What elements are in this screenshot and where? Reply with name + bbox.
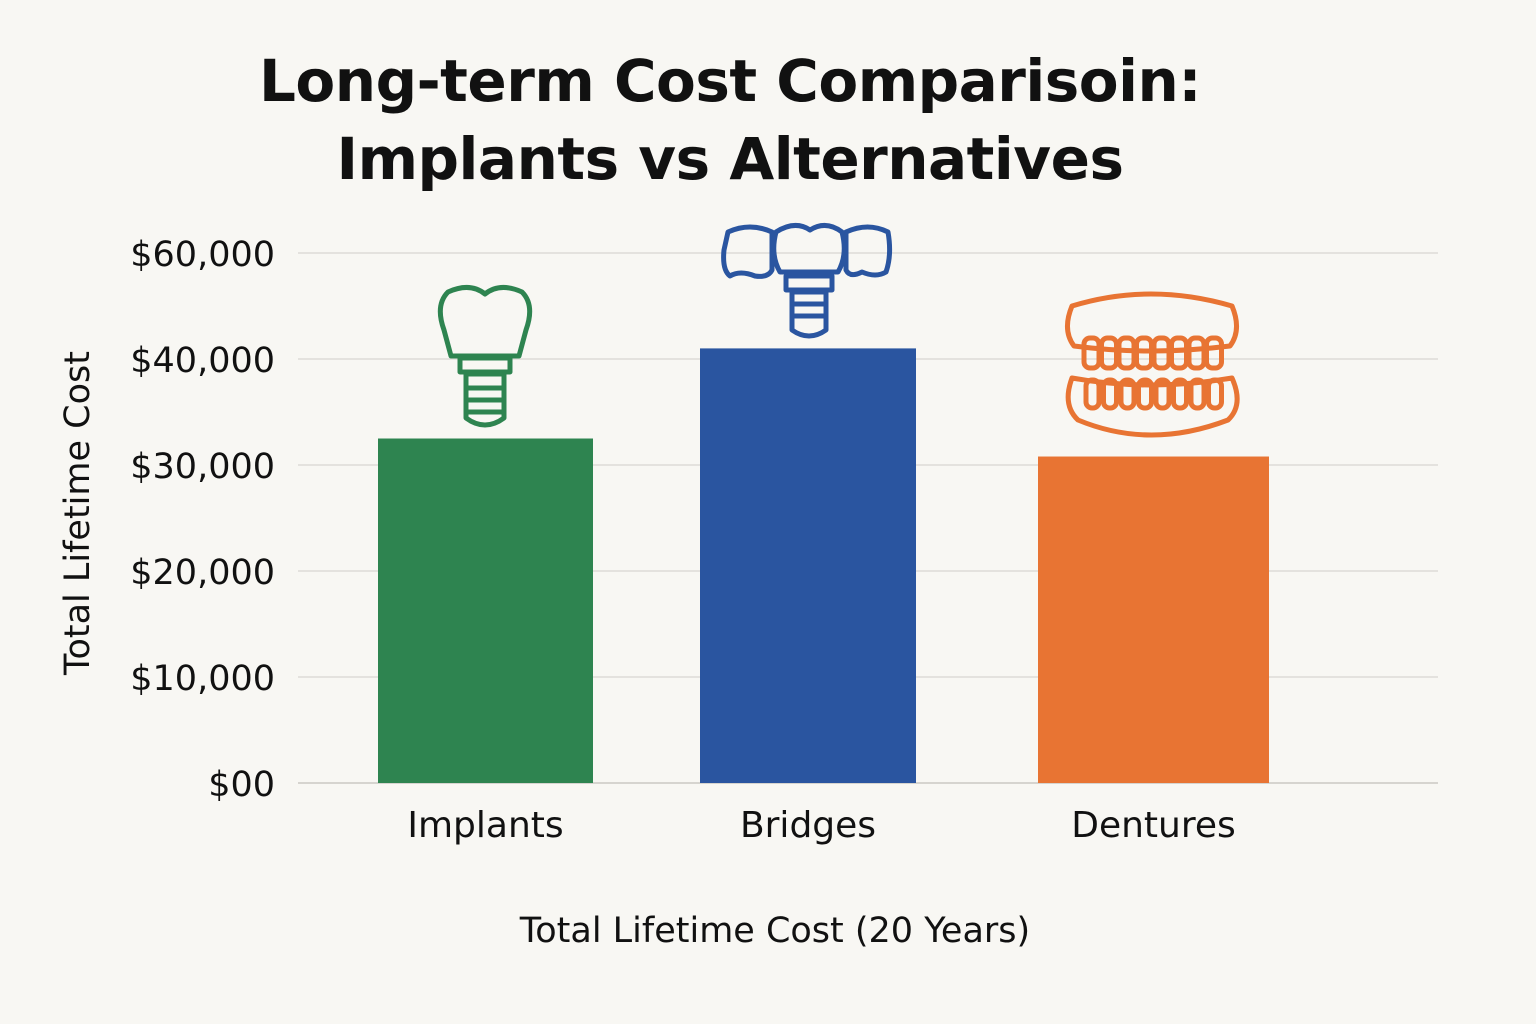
chart-title-line-1: Long-term Cost Comparisoin:: [258, 47, 1202, 115]
dental-implant-icon: [437, 285, 533, 428]
chart-title-line-2: Implants vs Alternatives: [336, 125, 1124, 193]
y-tick-label: $60,000: [130, 235, 275, 275]
y-tick-label: $40,000: [130, 341, 275, 381]
dentures-icon: [1065, 291, 1240, 438]
bar-implants: [378, 438, 593, 783]
x-tick-label: Bridges: [740, 805, 876, 846]
x-tick-label: Implants: [407, 805, 563, 846]
y-tick-label: $10,000: [130, 659, 275, 699]
dental-bridge-icon: [721, 223, 893, 339]
x-axis-label: Total Lifetime Cost (20 Years): [519, 911, 1030, 951]
chart-title: Long-term Cost Comparisoin: Implants vs …: [0, 42, 1460, 198]
y-tick-label: $30,000: [130, 447, 275, 487]
y-axis-label: Total Lifetime Cost: [58, 351, 98, 676]
y-tick-label: $20,000: [130, 553, 275, 593]
bar-bridges: [700, 348, 916, 783]
y-tick-label: $00: [208, 765, 275, 805]
bar-dentures: [1038, 456, 1269, 783]
x-tick-label: Dentures: [1071, 805, 1236, 846]
